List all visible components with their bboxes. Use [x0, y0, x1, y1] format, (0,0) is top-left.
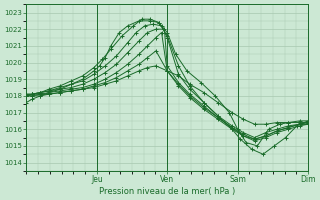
X-axis label: Pression niveau de la mer( hPa ): Pression niveau de la mer( hPa ) [99, 187, 235, 196]
